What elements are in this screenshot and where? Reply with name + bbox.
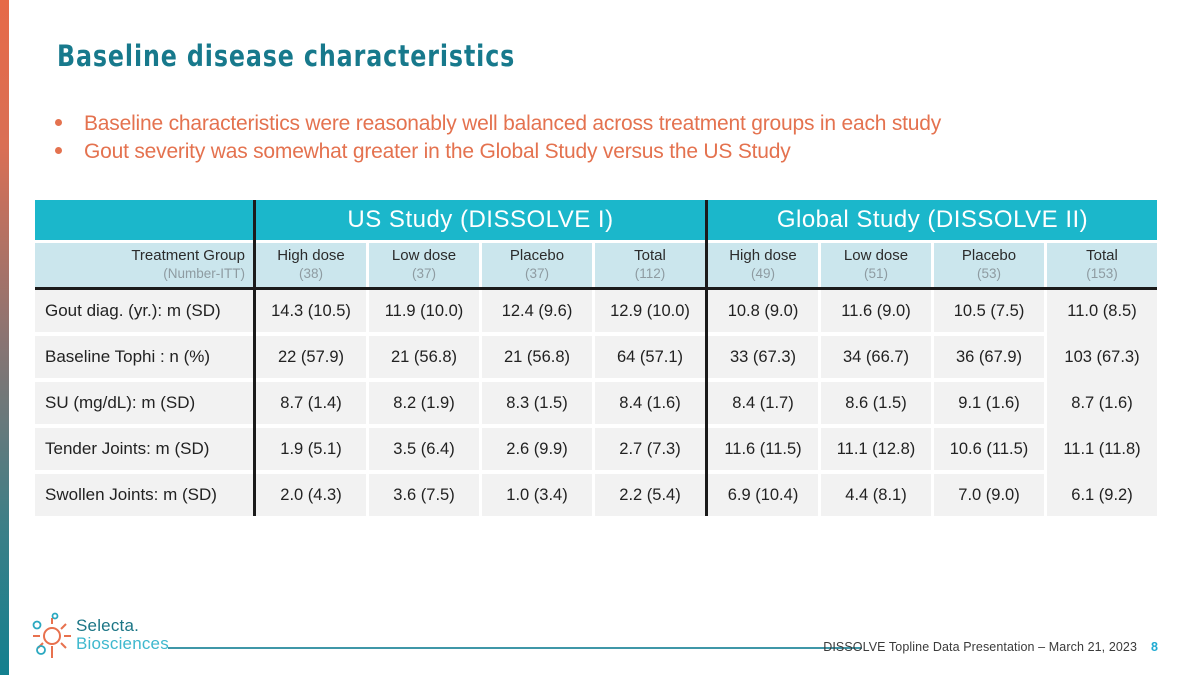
column-label: Placebo: [509, 247, 565, 265]
column-n: (37): [524, 265, 549, 281]
column-n: (53): [976, 265, 1001, 281]
column-header: High dose (38): [256, 243, 366, 287]
table-vertical-divider: [253, 200, 256, 516]
table-cell: 8.7 (1.4): [256, 382, 366, 424]
table-cell: 10.8 (9.0): [708, 290, 818, 332]
page-number: 8: [1151, 640, 1158, 654]
bullet-item: Gout severity was somewhat greater in th…: [55, 138, 1135, 166]
bullet-marker-icon: [55, 119, 62, 126]
column-label: Total: [634, 247, 666, 265]
table-cell: 11.1 (11.8): [1047, 428, 1157, 470]
us-study-group-header: US Study (DISSOLVE I): [256, 200, 705, 240]
bullet-text: Baseline characteristics were reasonably…: [84, 112, 942, 135]
table-cell: 11.9 (10.0): [369, 290, 479, 332]
column-n: (51): [863, 265, 888, 281]
table-cell: 64 (57.1): [595, 336, 705, 378]
table-cell: 11.6 (11.5): [708, 428, 818, 470]
column-header: Total (153): [1047, 243, 1157, 287]
table-cell: 8.2 (1.9): [369, 382, 479, 424]
column-label: High dose: [277, 247, 345, 265]
table-cell: 34 (66.7): [821, 336, 931, 378]
column-header: Total (112): [595, 243, 705, 287]
column-n: (38): [298, 265, 323, 281]
table-cell: 10.5 (7.5): [934, 290, 1044, 332]
baseline-characteristics-table: US Study (DISSOLVE I) Global Study (DISS…: [35, 200, 1157, 516]
row-label: Baseline Tophi : n (%): [35, 336, 253, 378]
bullet-list: Baseline characteristics were reasonably…: [55, 110, 1135, 166]
left-accent-bar: [0, 0, 9, 675]
table-cell: 8.4 (1.7): [708, 382, 818, 424]
footer-caption-area: DISSOLVE Topline Data Presentation – Mar…: [823, 640, 1158, 654]
treatment-group-header-cell: Treatment Group (Number-ITT): [35, 243, 253, 287]
table-cell: 4.4 (8.1): [821, 474, 931, 516]
table-cell: 2.7 (7.3): [595, 428, 705, 470]
table-cell: 8.3 (1.5): [482, 382, 592, 424]
table-cell: 2.6 (9.9): [482, 428, 592, 470]
table-vertical-divider: [705, 200, 708, 516]
table-cell: 21 (56.8): [482, 336, 592, 378]
table-cell: 8.4 (1.6): [595, 382, 705, 424]
column-n: (112): [634, 265, 666, 281]
table-cell: 1.0 (3.4): [482, 474, 592, 516]
selecta-starburst-icon: [32, 612, 71, 658]
table-cell: 36 (67.9): [934, 336, 1044, 378]
row-label: Swollen Joints: m (SD): [35, 474, 253, 516]
table-cell: 33 (67.3): [708, 336, 818, 378]
column-n: (37): [411, 265, 436, 281]
table-cell: 21 (56.8): [369, 336, 479, 378]
table-cell: 14.3 (10.5): [256, 290, 366, 332]
row-label: Gout diag. (yr.): m (SD): [35, 290, 253, 332]
table-cell: 8.6 (1.5): [821, 382, 931, 424]
column-n: (153): [1086, 265, 1118, 281]
table-cell: 12.9 (10.0): [595, 290, 705, 332]
logo-line1: Selecta.: [76, 616, 140, 636]
table-cell: 2.2 (5.4): [595, 474, 705, 516]
treatment-group-title: Treatment Group: [131, 247, 245, 265]
column-header: Placebo (37): [482, 243, 592, 287]
table-cell: 7.0 (9.0): [934, 474, 1044, 516]
column-label: Total: [1086, 247, 1118, 265]
table-cell: 8.7 (1.6): [1047, 382, 1157, 424]
column-n: (49): [750, 265, 775, 281]
column-header: High dose (49): [708, 243, 818, 287]
table-cell: 9.1 (1.6): [934, 382, 1044, 424]
global-study-group-header: Global Study (DISSOLVE II): [708, 200, 1157, 240]
column-header: Low dose (37): [369, 243, 479, 287]
bullet-item: Baseline characteristics were reasonably…: [55, 110, 1135, 138]
company-logo: Selecta. Biosciences: [28, 610, 169, 660]
column-label: High dose: [729, 247, 797, 265]
logo-wordmark: Selecta. Biosciences: [76, 617, 169, 653]
column-label: Low dose: [843, 247, 909, 265]
table-cell: 11.0 (8.5): [1047, 290, 1157, 332]
row-label: SU (mg/dL): m (SD): [35, 382, 253, 424]
table-header-divider: [35, 287, 1157, 290]
footer-divider-line: [168, 647, 862, 649]
table-cell: 1.9 (5.1): [256, 428, 366, 470]
column-header: Low dose (51): [821, 243, 931, 287]
table-cell: 3.5 (6.4): [369, 428, 479, 470]
corner-header-cell: [35, 200, 253, 240]
column-label: Placebo: [961, 247, 1017, 265]
logo-line2: Biosciences: [76, 634, 169, 653]
page-title: Baseline disease characteristics: [57, 40, 516, 74]
table-cell: 10.6 (11.5): [934, 428, 1044, 470]
column-header: Placebo (53): [934, 243, 1044, 287]
table-cell: 6.9 (10.4): [708, 474, 818, 516]
table-cell: 6.1 (9.2): [1047, 474, 1157, 516]
treatment-group-subtitle: (Number-ITT): [163, 265, 245, 281]
footer-caption: DISSOLVE Topline Data Presentation – Mar…: [823, 640, 1138, 654]
table-cell: 103 (67.3): [1047, 336, 1157, 378]
column-label: Low dose: [391, 247, 457, 265]
table-cell: 2.0 (4.3): [256, 474, 366, 516]
table-cell: 12.4 (9.6): [482, 290, 592, 332]
table-cell: 11.1 (12.8): [821, 428, 931, 470]
bullet-text: Gout severity was somewhat greater in th…: [84, 140, 791, 163]
table-cell: 22 (57.9): [256, 336, 366, 378]
table-cell: 3.6 (7.5): [369, 474, 479, 516]
bullet-marker-icon: [55, 147, 62, 154]
table-cell: 11.6 (9.0): [821, 290, 931, 332]
row-label: Tender Joints: m (SD): [35, 428, 253, 470]
